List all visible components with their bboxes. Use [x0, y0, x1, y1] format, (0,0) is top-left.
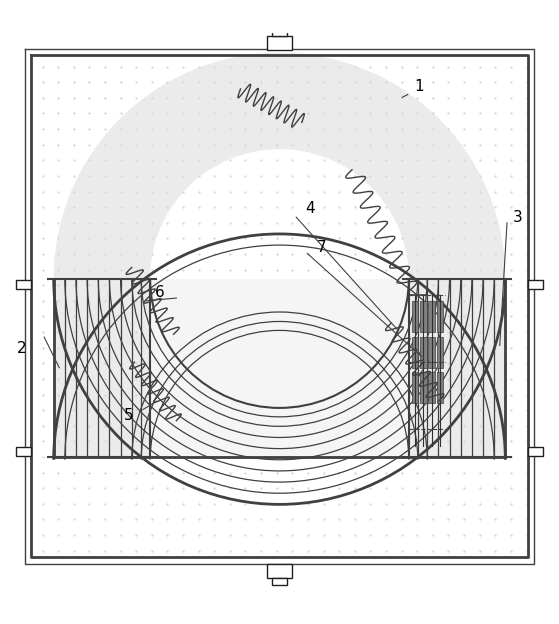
Bar	[272, 27, 287, 36]
Bar	[272, 578, 287, 585]
Bar	[16, 447, 31, 456]
Text: 2: 2	[17, 341, 27, 356]
Text: 5: 5	[124, 407, 134, 422]
Bar	[428, 336, 435, 368]
Bar	[420, 301, 427, 332]
Bar	[437, 301, 443, 332]
Bar	[411, 301, 418, 332]
Bar	[437, 373, 443, 404]
Bar	[411, 336, 418, 368]
Text: 1: 1	[414, 79, 424, 94]
Bar	[16, 280, 31, 288]
Polygon shape	[150, 278, 409, 457]
Bar	[409, 278, 505, 457]
Bar	[420, 336, 427, 368]
Bar	[428, 373, 435, 404]
Text: 4: 4	[305, 202, 315, 217]
Bar	[528, 447, 543, 456]
Bar	[411, 373, 418, 404]
Text: 3: 3	[513, 210, 523, 225]
Bar	[267, 36, 292, 50]
Text: 6: 6	[155, 285, 164, 300]
Bar	[437, 336, 443, 368]
Bar	[528, 280, 543, 288]
Bar	[267, 564, 292, 578]
Polygon shape	[54, 52, 505, 278]
Bar	[54, 278, 150, 457]
Bar	[428, 301, 435, 332]
Bar	[420, 373, 427, 404]
Text: 7: 7	[316, 240, 326, 255]
